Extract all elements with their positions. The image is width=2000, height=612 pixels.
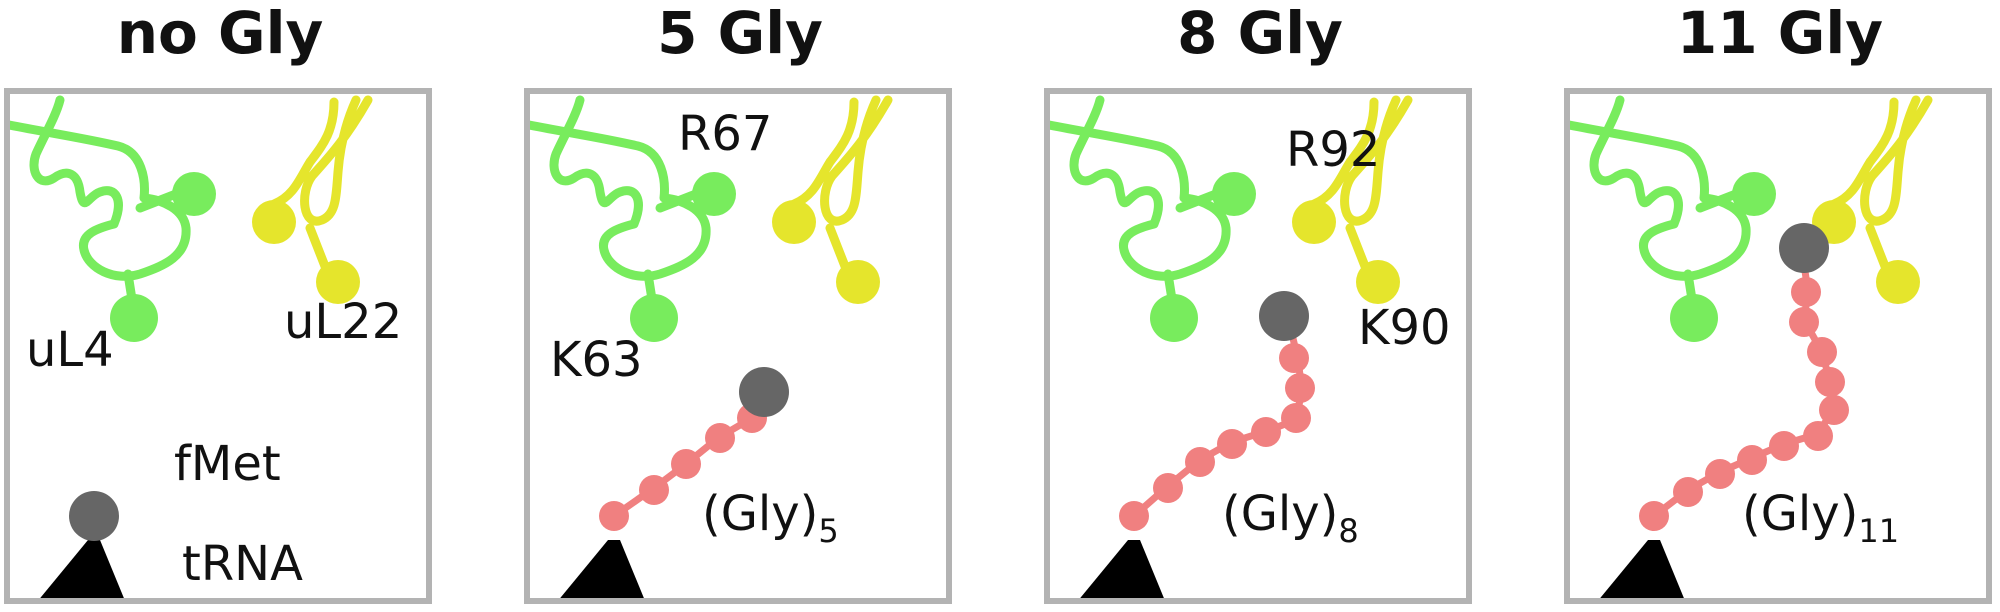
uL22-residue-K90 <box>316 260 360 304</box>
panel-title-no-gly: no Gly <box>116 0 324 67</box>
panel-no-gly: uL4 uL22 fMet tRNA <box>4 88 432 604</box>
label-gly-chain: (Gly)5 <box>702 486 839 550</box>
uL22-residue-R92 <box>1292 200 1336 244</box>
glycine-1 <box>1639 501 1669 531</box>
uL22-residue-K90 <box>1356 260 1400 304</box>
uL4-protein <box>1050 95 1256 342</box>
uL22-residue-K90 <box>1876 260 1920 304</box>
glycine-1 <box>599 501 629 531</box>
glycine-chain <box>1639 260 1849 531</box>
tRNA-shape <box>1080 540 1164 598</box>
glycine-3 <box>671 449 701 479</box>
panel-title-5-gly: 5 Gly <box>657 0 823 67</box>
uL22-residue-R92 <box>252 200 296 244</box>
glycine-4 <box>705 423 735 453</box>
uL22-residue-R92 <box>772 200 816 244</box>
label-uL4: uL4 <box>26 322 114 378</box>
glycine-2 <box>1673 477 1703 507</box>
uL4-residue-R67 <box>1732 172 1776 216</box>
uL4-residue-K63 <box>630 294 678 342</box>
uL4-residue-R67 <box>172 172 216 216</box>
panel-5-gly: R67 K63 (Gly)5 <box>524 88 952 604</box>
fMet-residue <box>1779 223 1829 273</box>
fMet-residue <box>1259 291 1309 341</box>
uL4-protein <box>1570 95 1776 342</box>
fMet-residue <box>739 367 789 417</box>
glycine-10 <box>1789 307 1819 337</box>
label-R67: R67 <box>678 106 772 162</box>
glycine-8 <box>1815 367 1845 397</box>
panel-11-gly: (Gly)11 <box>1564 88 1992 604</box>
uL22-protein <box>252 95 373 304</box>
uL22-protein <box>1292 95 1413 304</box>
tRNA-shape <box>40 540 124 598</box>
glycine-3 <box>1705 459 1735 489</box>
glycine-1 <box>1119 501 1149 531</box>
panel-8-gly: R92 K90 (Gly)8 <box>1044 88 1472 604</box>
label-uL22: uL22 <box>284 294 402 350</box>
glycine-11 <box>1791 277 1821 307</box>
fMet-residue <box>69 491 119 541</box>
glycine-7 <box>1819 395 1849 425</box>
uL22-residue-K90 <box>836 260 880 304</box>
label-tRNA: tRNA <box>182 536 303 592</box>
glycine-4 <box>1737 445 1767 475</box>
uL4-residue-R67 <box>692 172 736 216</box>
label-gly-chain: (Gly)8 <box>1222 486 1359 550</box>
glycine-7 <box>1285 373 1315 403</box>
glycine-5 <box>1251 417 1281 447</box>
label-fMet: fMet <box>174 436 281 492</box>
glycine-4 <box>1217 429 1247 459</box>
tRNA-shape <box>560 540 644 598</box>
glycine-chain <box>599 402 767 531</box>
glycine-8 <box>1279 343 1309 373</box>
uL4-residue-K63 <box>1150 294 1198 342</box>
uL4-protein <box>530 95 736 342</box>
glycine-2 <box>1153 473 1183 503</box>
glycine-6 <box>1281 403 1311 433</box>
uL22-protein <box>1812 95 1933 304</box>
panel-title-11-gly: 11 Gly <box>1676 0 1884 67</box>
uL4-residue-K63 <box>1670 294 1718 342</box>
panel-title-8-gly: 8 Gly <box>1177 0 1343 67</box>
label-K63: K63 <box>550 332 643 388</box>
glycine-3 <box>1185 447 1215 477</box>
uL22-protein <box>772 95 893 304</box>
tRNA-shape <box>1600 540 1684 598</box>
glycine-5 <box>1769 431 1799 461</box>
uL4-residue-K63 <box>110 294 158 342</box>
uL4-residue-R67 <box>1212 172 1256 216</box>
label-R92: R92 <box>1286 122 1380 178</box>
glycine-6 <box>1803 421 1833 451</box>
glycine-9 <box>1807 337 1837 367</box>
label-gly-chain: (Gly)11 <box>1742 486 1899 550</box>
glycine-2 <box>639 475 669 505</box>
uL4-protein <box>10 95 216 342</box>
glycine-chain <box>1119 330 1315 531</box>
label-K90: K90 <box>1358 300 1451 356</box>
